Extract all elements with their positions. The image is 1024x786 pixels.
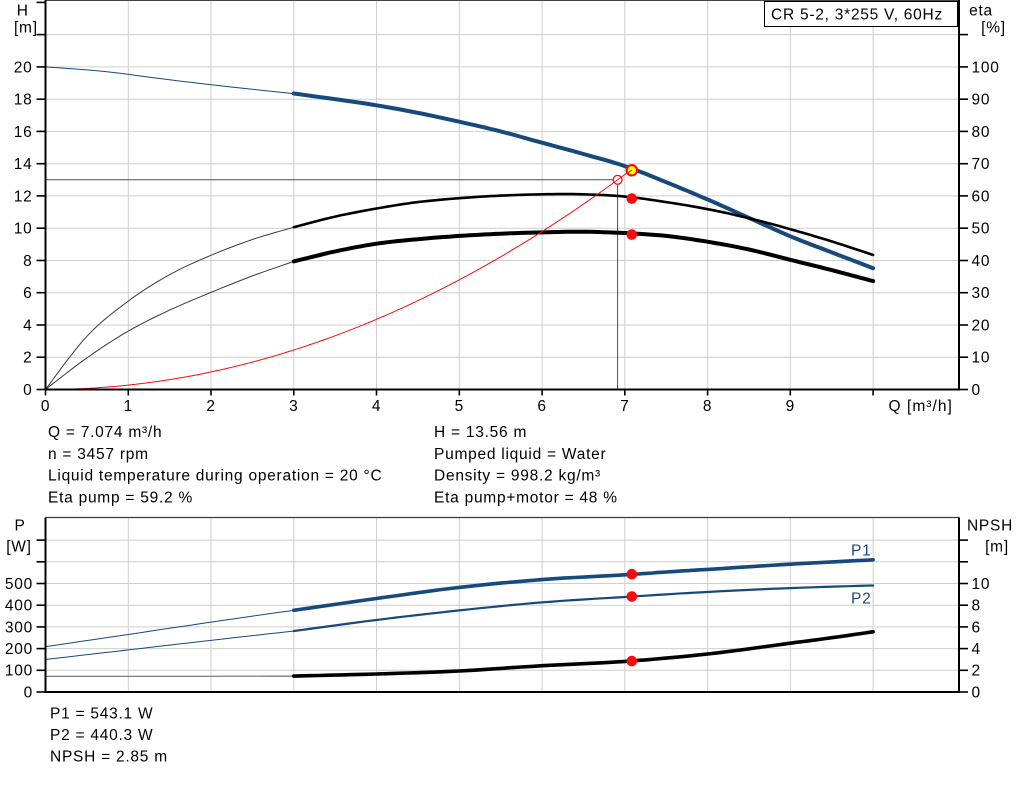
svg-text:[m]: [m] bbox=[985, 539, 1009, 556]
svg-text:2: 2 bbox=[23, 350, 32, 367]
svg-text:20: 20 bbox=[14, 59, 33, 76]
svg-text:90: 90 bbox=[972, 92, 991, 109]
svg-text:CR 5-2, 3*255 V, 60Hz: CR 5-2, 3*255 V, 60Hz bbox=[771, 6, 943, 23]
svg-text:0: 0 bbox=[972, 684, 981, 701]
svg-text:eta: eta bbox=[969, 3, 993, 20]
svg-text:70: 70 bbox=[972, 156, 991, 173]
svg-text:P1 = 543.1 W: P1 = 543.1 W bbox=[50, 705, 153, 722]
svg-text:Density = 998.2 kg/m³: Density = 998.2 kg/m³ bbox=[434, 468, 601, 485]
svg-text:10: 10 bbox=[14, 221, 33, 238]
svg-text:[m]: [m] bbox=[14, 20, 38, 37]
svg-text:H = 13.56 m: H = 13.56 m bbox=[434, 424, 527, 441]
svg-text:4: 4 bbox=[972, 641, 981, 658]
svg-text:0: 0 bbox=[972, 382, 981, 399]
svg-text:6: 6 bbox=[972, 619, 981, 636]
svg-text:14: 14 bbox=[14, 156, 33, 173]
svg-text:NPSH: NPSH bbox=[967, 518, 1013, 535]
svg-text:10: 10 bbox=[972, 350, 991, 367]
svg-text:5: 5 bbox=[455, 398, 464, 415]
svg-text:4: 4 bbox=[372, 398, 381, 415]
svg-text:[W]: [W] bbox=[6, 539, 32, 556]
svg-text:3: 3 bbox=[289, 398, 298, 415]
svg-text:0: 0 bbox=[41, 398, 50, 415]
svg-text:500: 500 bbox=[5, 576, 33, 593]
svg-text:12: 12 bbox=[14, 188, 33, 205]
svg-text:20: 20 bbox=[972, 317, 991, 334]
svg-text:6: 6 bbox=[23, 285, 32, 302]
svg-text:4: 4 bbox=[23, 317, 32, 334]
svg-text:60: 60 bbox=[972, 188, 991, 205]
svg-text:P2: P2 bbox=[851, 591, 871, 608]
svg-text:Liquid temperature during oper: Liquid temperature during operation = 20… bbox=[48, 468, 382, 485]
svg-text:0: 0 bbox=[23, 382, 32, 399]
svg-text:30: 30 bbox=[972, 285, 991, 302]
svg-text:40: 40 bbox=[972, 253, 991, 270]
svg-text:7: 7 bbox=[620, 398, 629, 415]
svg-text:400: 400 bbox=[5, 598, 33, 615]
svg-text:16: 16 bbox=[14, 124, 33, 141]
svg-text:6: 6 bbox=[537, 398, 546, 415]
svg-text:10: 10 bbox=[972, 576, 991, 593]
svg-text:8: 8 bbox=[972, 598, 981, 615]
svg-text:P1: P1 bbox=[851, 543, 871, 560]
svg-text:Pumped liquid = Water: Pumped liquid = Water bbox=[434, 446, 606, 463]
svg-text:Eta pump = 59.2 %: Eta pump = 59.2 % bbox=[48, 489, 193, 506]
svg-text:Q [m³/h]: Q [m³/h] bbox=[889, 398, 953, 415]
svg-text:NPSH = 2.85 m: NPSH = 2.85 m bbox=[50, 749, 168, 766]
svg-text:2: 2 bbox=[972, 663, 981, 680]
svg-text:P: P bbox=[14, 518, 25, 535]
svg-text:Q = 7.074 m³/h: Q = 7.074 m³/h bbox=[48, 424, 162, 441]
svg-text:300: 300 bbox=[5, 619, 33, 636]
svg-text:8: 8 bbox=[23, 253, 32, 270]
svg-text:P2 = 440.3 W: P2 = 440.3 W bbox=[50, 727, 153, 744]
svg-text:[%]: [%] bbox=[981, 20, 1006, 37]
svg-text:9: 9 bbox=[786, 398, 795, 415]
svg-text:1: 1 bbox=[124, 398, 133, 415]
svg-text:0: 0 bbox=[24, 684, 33, 701]
svg-text:n = 3457 rpm: n = 3457 rpm bbox=[48, 446, 149, 463]
svg-text:200: 200 bbox=[5, 641, 33, 658]
svg-text:80: 80 bbox=[972, 124, 991, 141]
svg-text:50: 50 bbox=[972, 221, 991, 238]
svg-text:18: 18 bbox=[14, 92, 33, 109]
svg-text:H: H bbox=[17, 3, 29, 20]
svg-text:Eta pump+motor = 48 %: Eta pump+motor = 48 % bbox=[434, 489, 618, 506]
svg-text:2: 2 bbox=[206, 398, 215, 415]
svg-text:100: 100 bbox=[5, 663, 33, 680]
svg-text:100: 100 bbox=[972, 59, 1000, 76]
svg-text:8: 8 bbox=[703, 398, 712, 415]
